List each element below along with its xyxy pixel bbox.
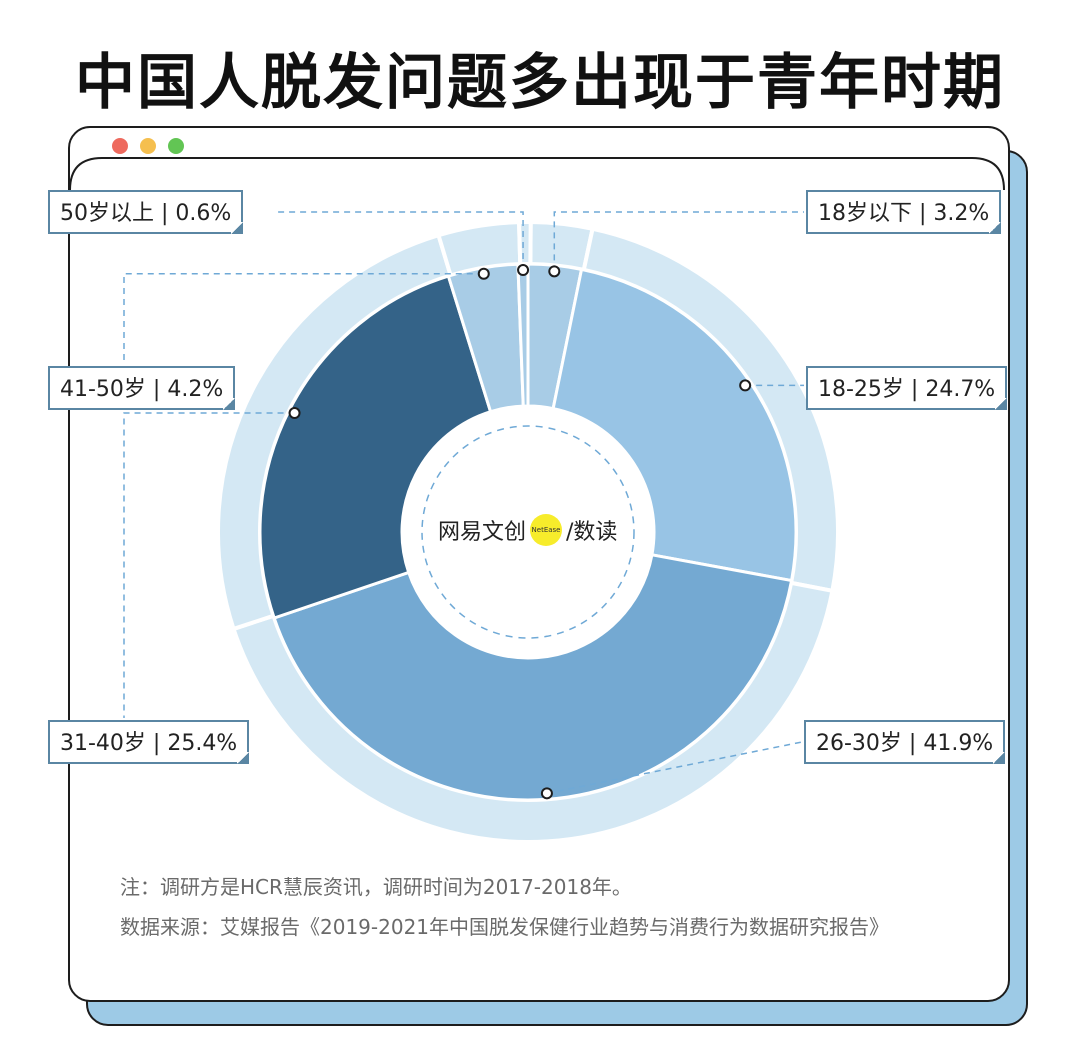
leader-line (278, 211, 524, 271)
label-41-50: 41-50岁 | 4.2% (48, 366, 236, 410)
label-26-30: 26-30岁 | 41.9% (804, 720, 1006, 764)
leader-dot (739, 379, 752, 392)
label-over-50: 50岁以上 | 0.6% (48, 190, 244, 234)
leader-dot (548, 265, 561, 278)
halo-segment (528, 219, 595, 273)
maximize-dot-icon (168, 138, 184, 154)
label-31-40: 31-40岁 | 25.4% (48, 720, 250, 764)
logo-suffix: /数读 (566, 520, 618, 545)
logo-badge: NetEase (530, 514, 563, 546)
leader-dot (288, 407, 301, 420)
label-18-25: 18-25岁 | 24.7% (806, 366, 1008, 410)
leader-dot (517, 264, 530, 277)
leader-line (123, 412, 295, 718)
halo-segment (516, 220, 533, 267)
minimize-dot-icon (140, 138, 156, 154)
close-dot-icon (112, 138, 128, 154)
leader-line (123, 273, 484, 364)
leader-dot (477, 267, 490, 280)
note-survey: 注：调研方是HCR慧辰资讯，调研时间为2017-2018年。 (120, 875, 632, 899)
label-under-18: 18岁以下 | 3.2% (806, 190, 1002, 234)
note-source: 数据来源：艾媒报告《2019-2021年中国脱发保健行业趋势与消费行为数据研究报… (120, 915, 890, 939)
logo: 网易文创 NetEase /数读 (438, 512, 617, 548)
center-disk (402, 406, 654, 658)
leader-dot (540, 787, 553, 800)
leader-line (553, 211, 804, 272)
center-dashed-ring (421, 425, 635, 639)
logo-brand: 网易文创 (438, 520, 527, 545)
page-title: 中国人脱发问题多出现于青年时期 (75, 48, 1005, 118)
